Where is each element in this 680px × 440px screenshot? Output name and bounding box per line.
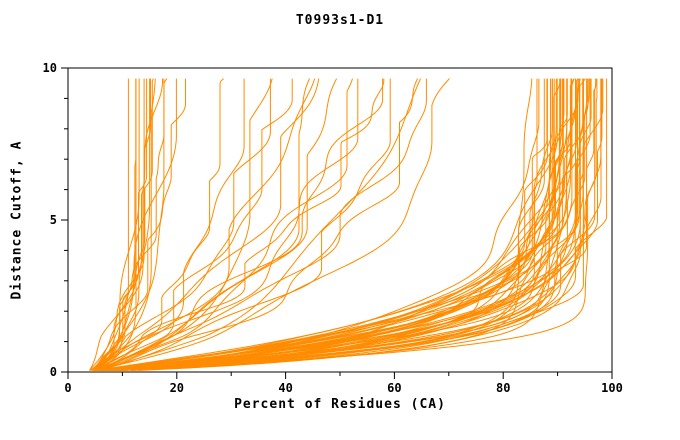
model-curve: [100, 78, 565, 371]
model-curve: [94, 78, 168, 371]
model-curve: [123, 78, 575, 371]
model-curve: [94, 78, 177, 371]
model-curve: [95, 78, 140, 371]
model-curve: [89, 78, 163, 371]
chart-title: T0993s1-D1: [295, 13, 385, 28]
model-curve: [93, 78, 385, 371]
model-curve: [97, 78, 145, 371]
model-curve: [94, 78, 137, 371]
model-curve: [107, 78, 589, 371]
model-curve: [114, 78, 592, 371]
tick-label: 0: [50, 365, 57, 379]
x-axis-label: Percent of Residues (CA): [234, 397, 446, 412]
tick-label: 0: [64, 381, 71, 395]
tick-label: 20: [170, 381, 184, 395]
model-curve: [109, 78, 573, 371]
model-curve: [107, 78, 591, 371]
model-curve: [114, 78, 588, 371]
model-curve: [91, 78, 271, 371]
model-curve: [113, 78, 597, 371]
model-curve: [101, 78, 418, 371]
model-curve: [109, 78, 562, 371]
model-curve: [97, 78, 273, 371]
tick-label: 10: [43, 61, 57, 75]
model-curve: [99, 78, 545, 371]
model-curve: [101, 78, 589, 371]
model-curve: [91, 78, 156, 371]
model-curve: [89, 78, 151, 371]
model-curve: [94, 78, 450, 371]
model-curve: [95, 78, 359, 371]
model-curve: [93, 78, 338, 371]
model-curve: [108, 78, 576, 371]
model-curve: [100, 78, 353, 371]
model-curve: [104, 78, 548, 371]
model-curve: [94, 78, 129, 371]
tick-label: 80: [496, 381, 510, 395]
model-curve: [104, 78, 604, 371]
model-curve: [107, 78, 603, 371]
tick-label: 40: [278, 381, 292, 395]
model-curve: [97, 78, 384, 371]
model-curve: [109, 78, 561, 371]
model-curve: [130, 78, 598, 371]
tick-label: 100: [601, 381, 623, 395]
model-curve: [95, 78, 427, 371]
model-curve: [90, 78, 148, 371]
tick-label: 5: [50, 213, 57, 227]
model-curve: [94, 78, 316, 371]
model-curve: [99, 78, 391, 371]
model-curve: [116, 78, 579, 371]
model-curve: [120, 78, 538, 371]
model-curve: [94, 78, 186, 371]
tick-label: 60: [387, 381, 401, 395]
model-curve: [120, 78, 608, 371]
model-curve: [91, 78, 320, 371]
model-curve: [95, 78, 245, 371]
model-curve: [122, 78, 533, 371]
model-curve: [114, 78, 602, 371]
model-curve: [98, 78, 421, 371]
model-curve: [99, 78, 553, 371]
